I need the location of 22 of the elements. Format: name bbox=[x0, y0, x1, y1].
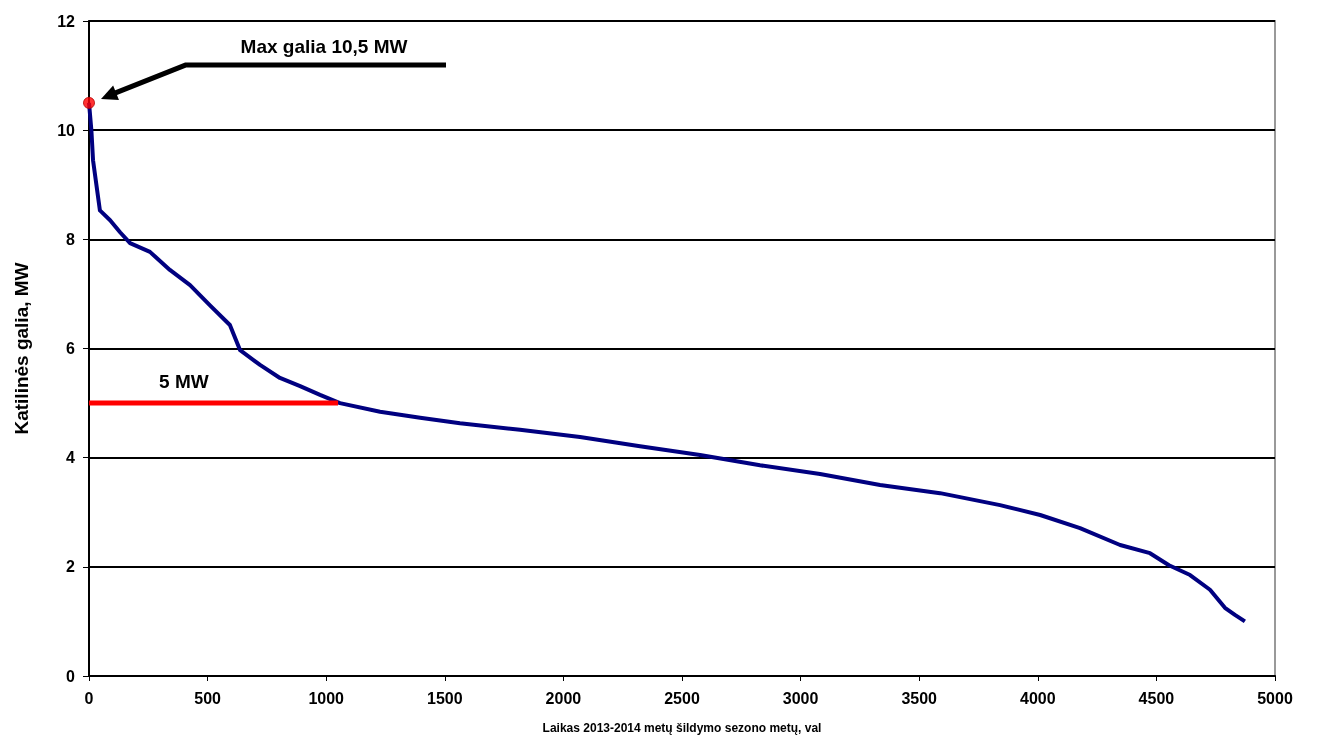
y-tick-label: 0 bbox=[66, 667, 76, 685]
y-tick-label: 8 bbox=[66, 230, 76, 248]
y-tick-label: 4 bbox=[66, 449, 76, 467]
x-tick-label: 4000 bbox=[1020, 689, 1056, 707]
x-tick-label: 1000 bbox=[308, 689, 345, 707]
x-tick-label: 3000 bbox=[782, 689, 819, 707]
x-axis-title: Laikas 2013-2014 metų šildymo sezono metų, val bbox=[542, 721, 822, 735]
y-tick-label: 2 bbox=[66, 558, 76, 576]
x-tick-label: 3500 bbox=[901, 689, 938, 707]
x-tick-label: 0 bbox=[84, 689, 94, 707]
x-tick-label: 2000 bbox=[545, 689, 582, 707]
x-tick-label: 5000 bbox=[1257, 689, 1293, 707]
x-tick-label: 500 bbox=[194, 689, 222, 707]
annotation: 5 MW bbox=[159, 370, 209, 392]
y-tick-label: 6 bbox=[66, 340, 76, 357]
x-tick-label: 1500 bbox=[427, 689, 463, 707]
y-tick-label: 12 bbox=[57, 12, 76, 30]
y-axis-title: Katilinės galia, MW bbox=[11, 262, 32, 435]
y-tick-label: 10 bbox=[57, 121, 76, 139]
x-tick-label: 4500 bbox=[1138, 689, 1175, 707]
x-tick-label: 2500 bbox=[664, 689, 700, 707]
annotation: Max galia 10,5 MW bbox=[240, 35, 408, 57]
